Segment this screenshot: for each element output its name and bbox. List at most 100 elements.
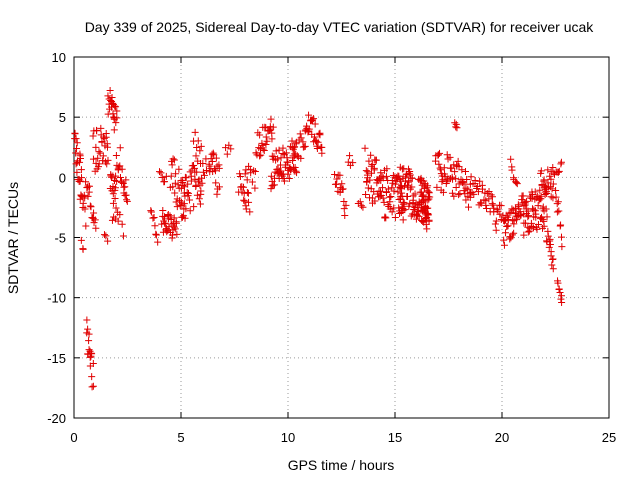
data-point xyxy=(282,149,290,157)
data-point xyxy=(364,184,372,192)
data-point xyxy=(379,184,387,192)
data-point xyxy=(346,152,354,160)
data-point xyxy=(262,133,270,141)
data-point xyxy=(112,151,120,159)
data-point xyxy=(181,192,189,200)
data-point xyxy=(370,188,378,196)
data-point xyxy=(199,168,207,176)
data-point xyxy=(364,168,372,176)
data-point xyxy=(198,179,206,187)
data-point xyxy=(520,231,528,239)
data-point xyxy=(379,194,387,202)
data-point xyxy=(277,154,285,162)
data-point xyxy=(424,182,432,190)
data-point xyxy=(256,131,264,139)
data-point xyxy=(553,200,561,208)
data-point xyxy=(316,129,324,137)
data-point xyxy=(108,216,116,224)
data-point xyxy=(533,225,541,233)
data-point xyxy=(87,203,95,211)
data-point xyxy=(482,201,490,209)
data-point xyxy=(503,222,511,230)
data-point xyxy=(111,184,119,192)
y-tick-label: -5 xyxy=(54,231,66,246)
data-point xyxy=(404,192,412,200)
data-point xyxy=(396,176,404,184)
data-point xyxy=(193,168,201,176)
data-point xyxy=(339,185,347,193)
data-point xyxy=(463,176,471,184)
data-point xyxy=(395,172,403,180)
data-point xyxy=(314,138,322,146)
data-point xyxy=(450,161,458,169)
data-point xyxy=(382,214,390,222)
data-point xyxy=(437,166,445,174)
data-point xyxy=(123,196,131,204)
data-point xyxy=(170,223,178,231)
data-point xyxy=(251,168,259,176)
data-point xyxy=(522,219,530,227)
data-point xyxy=(182,174,190,182)
data-point xyxy=(257,151,265,159)
data-point xyxy=(408,183,416,191)
data-point xyxy=(263,137,271,145)
data-point xyxy=(180,212,188,220)
data-point xyxy=(248,178,256,186)
data-point xyxy=(245,162,253,170)
data-point xyxy=(547,175,555,183)
data-point xyxy=(274,155,282,163)
data-point xyxy=(394,188,402,196)
data-point xyxy=(89,132,97,140)
data-point xyxy=(167,172,175,180)
data-point xyxy=(557,233,565,241)
data-point xyxy=(311,120,319,128)
data-point xyxy=(349,159,357,167)
data-point xyxy=(504,222,512,230)
data-point xyxy=(555,207,563,215)
data-point xyxy=(555,167,563,175)
data-point xyxy=(284,170,292,178)
data-point xyxy=(179,181,187,189)
data-point xyxy=(92,143,100,151)
data-point xyxy=(108,173,116,181)
data-point xyxy=(376,193,384,201)
data-point xyxy=(465,203,473,211)
data-point xyxy=(284,158,292,166)
data-point xyxy=(114,217,122,225)
data-point xyxy=(336,171,344,179)
data-point xyxy=(99,152,107,160)
data-point xyxy=(521,201,529,209)
data-point xyxy=(537,195,545,203)
data-point xyxy=(448,189,456,197)
y-tick-label: -20 xyxy=(47,411,66,426)
data-point xyxy=(251,184,259,192)
x-tick-label: 10 xyxy=(281,430,295,445)
data-point xyxy=(77,155,85,163)
data-point xyxy=(525,212,533,220)
y-tick-label: -10 xyxy=(47,291,66,306)
data-point xyxy=(170,156,178,164)
x-tick-label: 25 xyxy=(602,430,616,445)
data-point xyxy=(172,219,180,227)
data-point xyxy=(543,213,551,221)
data-point xyxy=(380,198,388,206)
data-point xyxy=(519,192,527,200)
x-tick-label: 20 xyxy=(495,430,509,445)
data-point xyxy=(513,180,521,188)
data-point xyxy=(461,168,469,176)
data-point xyxy=(73,168,81,176)
data-point xyxy=(557,295,565,303)
data-point xyxy=(558,292,565,300)
data-point xyxy=(305,125,313,133)
data-point xyxy=(290,143,298,151)
data-point xyxy=(340,205,348,213)
data-point xyxy=(312,138,320,146)
data-point xyxy=(193,143,201,151)
data-point xyxy=(297,154,305,162)
data-point xyxy=(331,170,339,178)
data-point xyxy=(161,178,169,186)
data-point xyxy=(492,217,500,225)
data-point xyxy=(78,174,86,182)
data-point xyxy=(512,216,520,224)
data-point xyxy=(116,211,124,219)
